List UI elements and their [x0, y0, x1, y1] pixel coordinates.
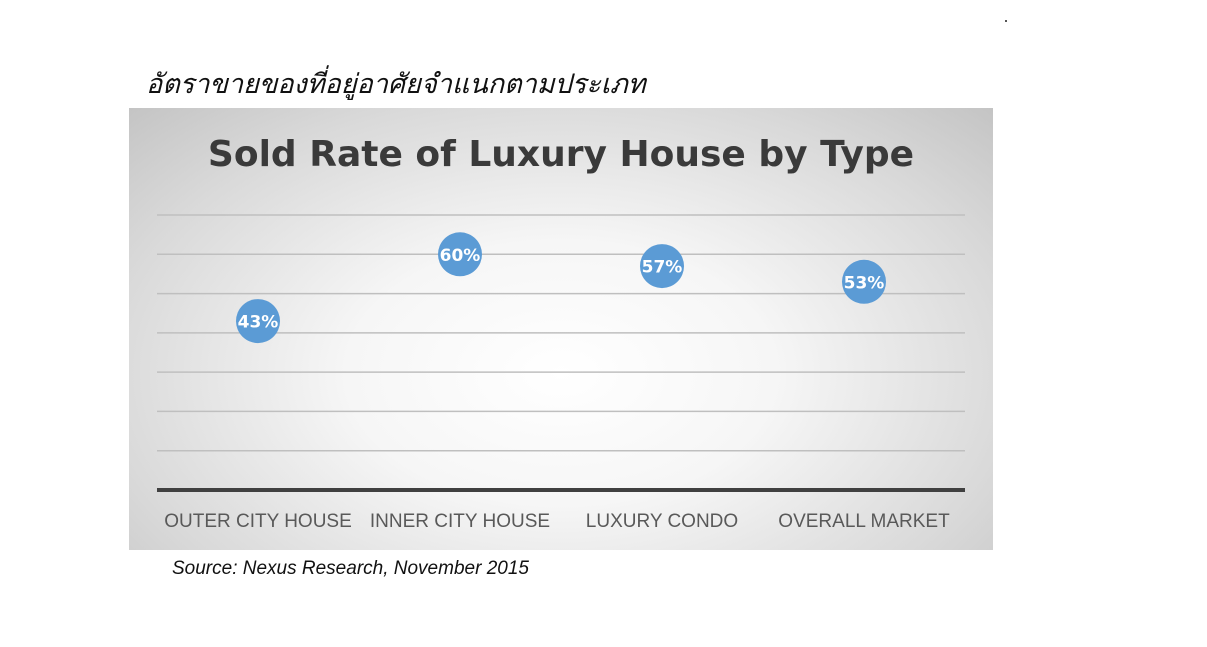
chart-title: Sold Rate of Luxury House by Type — [207, 134, 915, 175]
data-point — [640, 244, 684, 289]
data-label: 53% — [844, 273, 885, 293]
data-point — [842, 259, 886, 304]
data-point — [236, 299, 280, 344]
x-tick-label: OVERALL MARKET — [778, 511, 950, 532]
data-label: 43% — [238, 313, 279, 333]
source-note: Source: Nexus Research, November 2015 — [172, 558, 529, 579]
data-label: 57% — [642, 258, 683, 278]
data-point — [438, 232, 482, 277]
x-tick-label: INNER CITY HOUSE — [370, 511, 550, 532]
x-tick-label: OUTER CITY HOUSE — [164, 511, 352, 532]
thai-heading: อัตราขายของที่อยู่อาศัยจำแนกตามประเภท — [146, 69, 646, 100]
chart-panel: OUTER CITY HOUSE 43% INNER CITY HOUSE 60% LU… — [129, 108, 993, 550]
corner-dot — [1005, 20, 1007, 22]
data-label: 60% — [440, 246, 481, 266]
chart-svg: OUTER CITY HOUSE 43% INNER CITY HOUSE 60% LU… — [157, 214, 965, 532]
x-tick-label: LUXURY CONDO — [586, 511, 738, 532]
